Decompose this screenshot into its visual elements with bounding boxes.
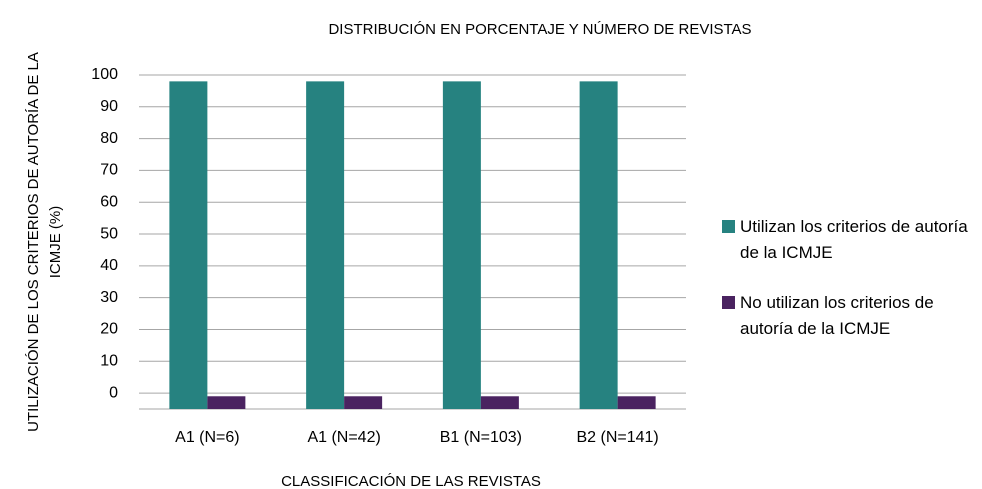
y-tick-label: 80 — [100, 130, 118, 147]
legend-swatch — [722, 296, 735, 309]
y-tick-label: 40 — [100, 257, 118, 274]
legend-label: Utilizan los criterios de autoría de la … — [740, 217, 968, 262]
x-tick-label: B1 (N=103) — [440, 429, 522, 446]
y-tick-label: 90 — [100, 98, 118, 115]
x-axis-title: CLASSIFICACIÓN DE LAS REVISTAS — [281, 473, 541, 489]
y-tick-label: 20 — [100, 321, 118, 338]
y-axis-title: UTILIZACIÓN DE LOS CRITERIOS DE AUTORÍA … — [25, 52, 64, 432]
y-tick-label: 10 — [100, 353, 118, 370]
bar — [169, 81, 208, 409]
y-tick-label: 30 — [100, 289, 118, 306]
y-tick-label: 100 — [91, 66, 118, 83]
bar — [442, 81, 481, 409]
legend-label: No utilizan los criterios de autoría de … — [740, 293, 934, 338]
chart-title: DISTRIBUCIÓN EN PORCENTAJE Y NÚMERO DE R… — [328, 21, 751, 38]
bar — [306, 81, 345, 409]
legend-swatch — [722, 220, 735, 233]
x-tick-label: A1 (N=6) — [175, 429, 239, 446]
bar — [207, 396, 246, 409]
y-tick-label: 60 — [100, 193, 118, 210]
bar — [480, 396, 519, 409]
bar — [617, 396, 656, 409]
bar — [579, 81, 618, 409]
x-tick-label: B2 (N=141) — [576, 429, 658, 446]
y-tick-label: 70 — [100, 162, 118, 179]
x-tick-label: A1 (N=42) — [307, 429, 380, 446]
y-tick-label: 0 — [109, 384, 118, 401]
y-tick-label: 50 — [100, 225, 118, 242]
bar — [344, 396, 383, 409]
